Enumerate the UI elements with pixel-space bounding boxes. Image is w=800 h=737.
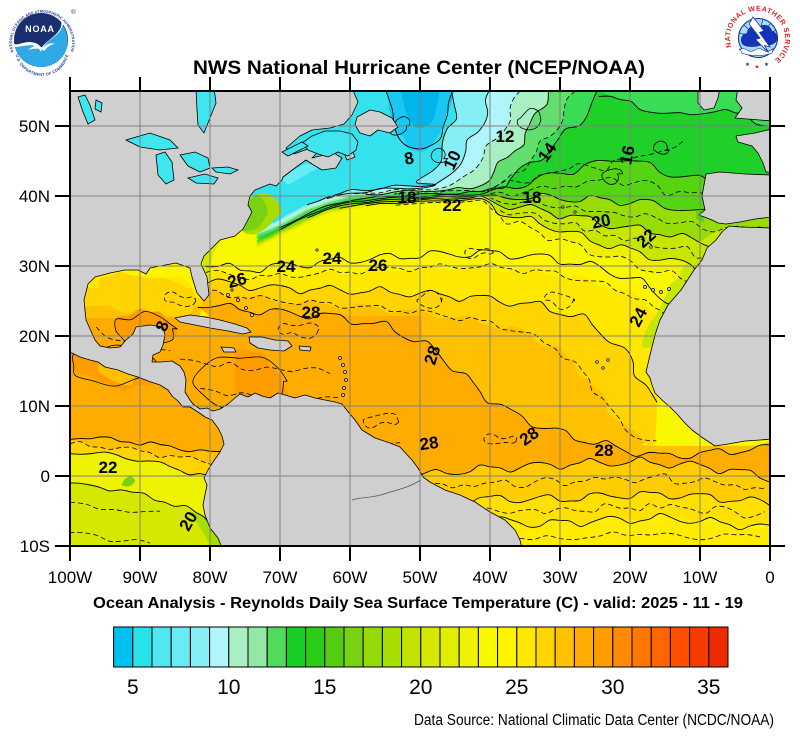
svg-text:8: 8 [403, 148, 416, 168]
svg-text:50N: 50N [19, 117, 50, 136]
svg-text:10N: 10N [19, 397, 50, 416]
svg-text:35: 35 [697, 676, 720, 699]
svg-text:30N: 30N [19, 257, 50, 276]
svg-text:28: 28 [418, 433, 439, 454]
svg-text:Ocean Analysis - Reynolds Dail: Ocean Analysis - Reynolds Daily Sea Surf… [93, 595, 743, 612]
svg-text:0: 0 [765, 568, 774, 587]
svg-text:★: ★ [745, 61, 750, 68]
svg-text:20: 20 [590, 210, 612, 233]
svg-text:40N: 40N [19, 187, 50, 206]
svg-text:18: 18 [398, 188, 417, 207]
svg-text:NWS National Hurricane Center: NWS National Hurricane Center (NCEP/NOAA… [193, 58, 645, 79]
svg-text:5: 5 [127, 676, 139, 699]
svg-text:28: 28 [595, 441, 614, 460]
svg-text:70W: 70W [263, 568, 298, 587]
svg-text:50W: 50W [403, 568, 438, 587]
svg-text:18: 18 [523, 188, 542, 207]
svg-text:20: 20 [409, 676, 432, 699]
svg-text:80W: 80W [193, 568, 228, 587]
svg-text:Data Source: National Climatic: Data Source: National Climatic Data Cent… [414, 712, 774, 729]
svg-text:0: 0 [41, 467, 50, 486]
svg-text:12: 12 [496, 127, 515, 146]
svg-text:16: 16 [616, 144, 639, 166]
svg-text:30W: 30W [543, 568, 578, 587]
svg-text:26: 26 [226, 269, 249, 292]
svg-text:★: ★ [764, 61, 769, 68]
svg-text:25: 25 [505, 676, 528, 699]
svg-text:22: 22 [443, 196, 462, 215]
svg-text:10S: 10S [20, 537, 50, 556]
svg-text:®: ® [71, 8, 76, 16]
svg-text:28: 28 [421, 343, 445, 367]
svg-text:15: 15 [313, 676, 336, 699]
svg-text:24: 24 [277, 257, 296, 276]
svg-text:26: 26 [369, 256, 388, 275]
svg-text:10: 10 [217, 676, 240, 699]
svg-text:30: 30 [601, 676, 624, 699]
svg-text:24: 24 [323, 249, 342, 268]
svg-text:NOAA: NOAA [25, 24, 55, 34]
svg-text:20N: 20N [19, 327, 50, 346]
svg-text:100W: 100W [48, 568, 92, 587]
svg-text:40W: 40W [473, 568, 508, 587]
svg-text:20W: 20W [613, 568, 648, 587]
svg-text:90W: 90W [123, 568, 158, 587]
svg-text:60W: 60W [333, 568, 368, 587]
svg-text:22: 22 [99, 458, 118, 477]
svg-text:10W: 10W [683, 568, 718, 587]
svg-text:28: 28 [302, 303, 321, 322]
svg-text:★: ★ [755, 64, 760, 71]
